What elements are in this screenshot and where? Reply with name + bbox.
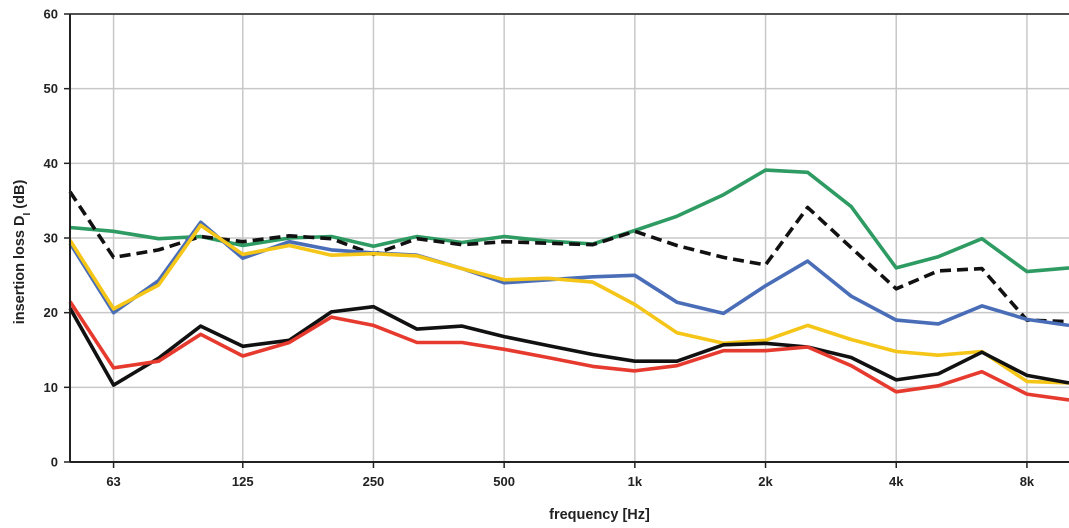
tick-labels: 0 10 20 30 40 50 60 63 125 250 500 1k 2k 4k 8k xyxy=(44,7,1035,490)
x-tick-label: 250 xyxy=(363,474,385,489)
y-axis-title-subscript: I xyxy=(22,213,33,216)
x-tick-label: 2k xyxy=(758,474,773,489)
x-tick-label: 8k xyxy=(1020,474,1035,489)
y-tick-label: 0 xyxy=(51,455,58,470)
series-line-1 xyxy=(69,168,1069,274)
y-axis-title: insertion loss DI (dB) xyxy=(12,180,33,325)
x-tick-label: 1k xyxy=(628,474,643,489)
y-tick-label: 40 xyxy=(44,156,58,171)
y-axis-title-unit: (dB) xyxy=(12,180,28,209)
x-tick-label: 125 xyxy=(232,474,254,489)
series-line-6 xyxy=(68,300,1069,402)
y-tick-label: 10 xyxy=(44,380,58,395)
data-series xyxy=(68,168,1069,402)
y-tick-label: 20 xyxy=(44,305,58,320)
series-line-5 xyxy=(68,304,1069,387)
series-line-4 xyxy=(68,223,1069,385)
x-axis-title: frequency [Hz] xyxy=(549,507,650,523)
y-tick-label: 30 xyxy=(44,231,58,246)
axes xyxy=(64,13,1069,468)
x-tick-label: 500 xyxy=(493,474,515,489)
y-axis-title-main: insertion loss D xyxy=(12,216,28,325)
series-line-3 xyxy=(68,220,1069,328)
x-tick-label: 4k xyxy=(889,474,904,489)
y-tick-label: 60 xyxy=(44,7,58,22)
series-line-2 xyxy=(68,190,1069,324)
x-tick-label: 63 xyxy=(106,474,120,489)
y-tick-label: 50 xyxy=(44,81,58,96)
